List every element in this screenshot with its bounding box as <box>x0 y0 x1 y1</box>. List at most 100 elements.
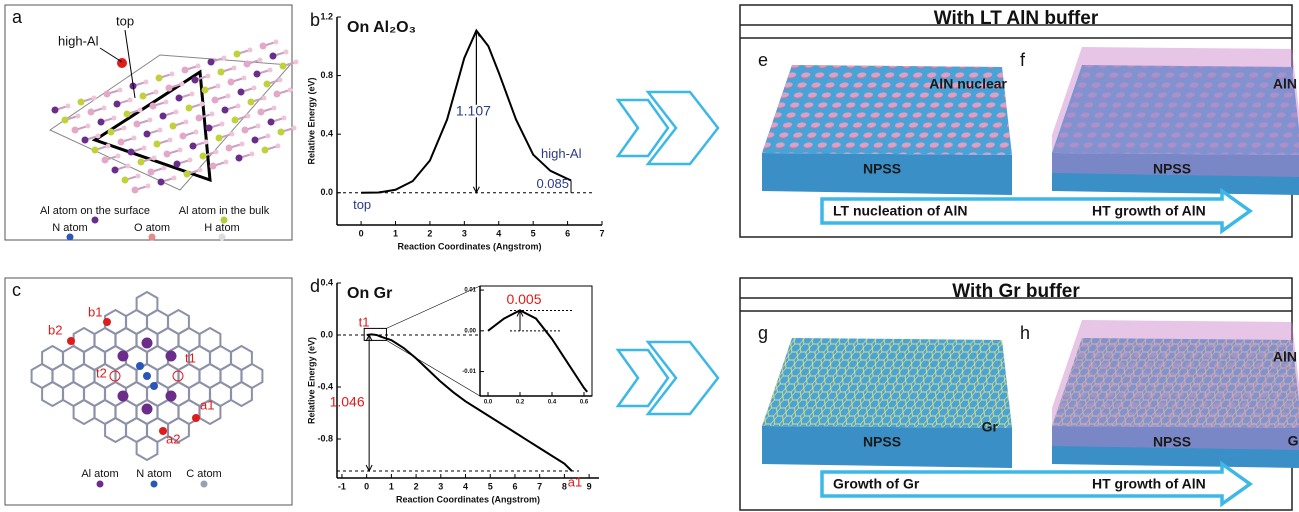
x-tick-label: 3 <box>462 228 467 238</box>
atom <box>166 85 173 92</box>
atom <box>254 71 261 78</box>
al-atom <box>142 338 153 349</box>
atom <box>164 100 169 105</box>
panel-label: d <box>310 276 320 296</box>
atom <box>138 159 145 166</box>
atom <box>112 116 117 121</box>
atom <box>224 160 229 165</box>
y-axis-label: Relative Energy (eV) <box>306 337 316 424</box>
atom <box>184 171 191 178</box>
atom <box>112 167 119 174</box>
x-tick-label: 0.0 <box>484 400 493 406</box>
atom <box>292 126 297 131</box>
panel-label: b <box>310 10 320 30</box>
atom <box>144 131 151 138</box>
site-label: a1 <box>200 397 214 412</box>
y-tick-label: 1.2 <box>320 11 333 21</box>
atom <box>216 135 223 142</box>
panel-label: c <box>12 280 21 300</box>
atom <box>244 61 251 68</box>
legend-dot <box>67 234 74 241</box>
schematics: With LT AlN buffereAlN nuclearNPSSfAlNNP… <box>740 5 1299 510</box>
atom <box>138 108 143 113</box>
atom <box>226 94 231 99</box>
atom <box>136 174 141 179</box>
atom <box>118 88 123 93</box>
atom <box>274 40 279 45</box>
arrow-label: LT nucleation of AlN <box>833 203 968 219</box>
arrow-label: Growth of Gr <box>833 476 920 492</box>
atom <box>228 79 235 86</box>
atom <box>282 116 287 121</box>
legend-dot <box>97 481 104 488</box>
atom <box>234 51 241 58</box>
atom <box>250 152 255 157</box>
site-label: t1 <box>185 350 196 365</box>
atom <box>192 77 199 84</box>
atom <box>190 143 197 150</box>
atom <box>280 63 287 70</box>
atom <box>278 129 285 136</box>
atom <box>258 58 263 63</box>
atom <box>262 147 269 154</box>
atom <box>288 88 293 93</box>
atom <box>200 153 207 160</box>
al-atom <box>118 351 129 362</box>
atom <box>162 166 167 171</box>
atom <box>242 76 247 81</box>
atom <box>252 86 257 91</box>
barrier-label: 1.107 <box>456 102 491 118</box>
legend-label: Al atom <box>81 468 118 480</box>
atom <box>274 91 281 98</box>
atom <box>142 146 147 151</box>
x-tick-label: 4 <box>463 481 468 491</box>
al-atom <box>166 351 177 362</box>
pointer <box>100 48 122 62</box>
atom <box>148 118 153 123</box>
atom <box>128 149 135 156</box>
y-tick-label: -0.01 <box>462 369 476 375</box>
x-tick-label: 9 <box>587 481 592 491</box>
atom <box>196 115 203 122</box>
site-label: a2 <box>166 431 180 446</box>
chevrons <box>618 92 718 414</box>
y-tick-label: -0.4 <box>317 381 333 391</box>
atom <box>194 130 199 135</box>
atom <box>256 124 261 129</box>
x-tick-label: 5 <box>531 228 536 238</box>
atom <box>160 113 167 120</box>
x-tick-label: 7 <box>537 481 542 491</box>
atom <box>92 147 99 154</box>
chart-title: On Al₂O₃ <box>347 19 416 36</box>
atom <box>188 158 193 163</box>
legend-label: Al atom on the surface <box>40 205 150 217</box>
atom <box>72 127 79 134</box>
atom <box>248 48 253 53</box>
al-atom <box>166 391 177 402</box>
atom <box>214 150 219 155</box>
atom <box>168 138 173 143</box>
end-label: high-Al <box>541 146 582 161</box>
drop-label: 1.046 <box>330 394 365 410</box>
atom <box>106 144 111 149</box>
al-atom <box>142 404 153 415</box>
x-tick-label: 1 <box>389 481 394 491</box>
atom <box>204 140 209 145</box>
site <box>159 427 167 435</box>
atom <box>208 59 215 66</box>
atom <box>174 110 179 115</box>
atom <box>206 125 213 132</box>
x-tick-label: 6 <box>512 481 517 491</box>
atom <box>226 145 233 152</box>
atom <box>180 82 185 87</box>
atom <box>122 126 127 131</box>
atom <box>174 161 181 168</box>
atom <box>294 60 299 65</box>
panel-label: a <box>12 7 23 27</box>
hexagon <box>231 382 252 406</box>
atom <box>86 124 91 129</box>
schematic-label: Gr <box>982 419 999 435</box>
x-tick-label: 0.2 <box>516 400 525 406</box>
y-tick-label: 0.8 <box>320 70 333 80</box>
atom <box>222 107 229 114</box>
